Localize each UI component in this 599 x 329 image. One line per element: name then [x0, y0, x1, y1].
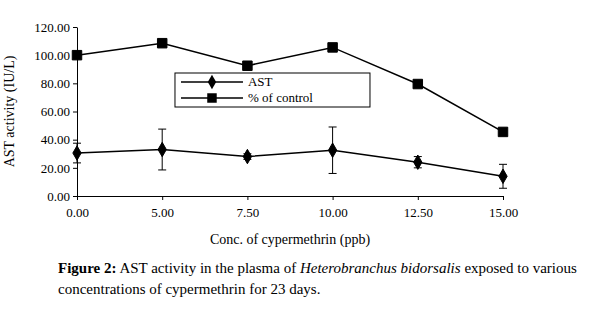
x-tick: 15.00 [489, 196, 518, 220]
x-tick: 5.00 [151, 196, 174, 220]
point [413, 79, 422, 88]
error-bar [329, 127, 337, 173]
x-tick-mark [503, 196, 504, 200]
series-line [77, 43, 503, 132]
y-tick-label: 60.00 [41, 104, 70, 119]
caption: Figure 2: AST activity in the plasma of … [58, 258, 593, 300]
x-tick-label: 12.50 [404, 205, 433, 220]
x-tick: 10.00 [318, 196, 347, 220]
legend: AST% of control [175, 73, 370, 107]
x-tick: 0.00 [66, 196, 89, 220]
y-tick: 40.00 [41, 132, 77, 147]
point [243, 61, 252, 70]
error-bar-cap [329, 126, 337, 127]
x-axis-line [78, 196, 504, 197]
point [499, 169, 507, 183]
x-tick-label: 5.00 [151, 205, 174, 220]
error-bar [499, 164, 507, 188]
error-bar-cap [158, 129, 166, 130]
error-bar-cap [499, 164, 507, 165]
legend-label: % of control [248, 90, 313, 105]
series-line [77, 150, 503, 177]
error-bar [73, 143, 81, 163]
x-tick-label: 7.50 [237, 205, 260, 220]
error-bar-cap [73, 143, 81, 144]
y-tick-label: 80.00 [41, 76, 70, 91]
caption-part: Figure 2: [58, 260, 116, 276]
y-tick-mark [73, 83, 77, 84]
point [328, 43, 337, 52]
x-tick-label: 0.00 [66, 205, 89, 220]
series [73, 127, 507, 188]
point [328, 143, 336, 157]
x-tick: 12.50 [404, 196, 433, 220]
y-tick-label: 20.00 [41, 160, 70, 175]
y-tick-label: 120.00 [34, 20, 70, 35]
x-tick-label: 10.00 [318, 205, 347, 220]
point [498, 127, 507, 136]
point [73, 146, 81, 160]
y-tick-mark [73, 112, 77, 113]
x-tick-mark [247, 196, 248, 200]
legend-marker [208, 75, 216, 89]
y-tick-mark [73, 27, 77, 28]
y-tick-mark [73, 196, 77, 197]
legend-marker [207, 93, 216, 102]
point [414, 155, 422, 169]
error-bar [158, 129, 166, 170]
plot-area [72, 38, 507, 188]
error-bar-cap [329, 173, 337, 174]
y-tick: 60.00 [41, 104, 77, 119]
point [243, 149, 251, 163]
y-axis-title: AST activity (IU/L) [2, 55, 18, 167]
caption-part: Heterobranchus bidorsalis [300, 260, 461, 276]
y-tick-label: 100.00 [34, 48, 70, 63]
point [157, 38, 166, 47]
x-tick: 7.50 [237, 196, 260, 220]
x-tick-mark [418, 196, 419, 200]
x-tick-label: 15.00 [489, 205, 518, 220]
y-tick: 120.00 [34, 20, 77, 35]
legend-label: AST [248, 74, 273, 89]
y-tick: 20.00 [41, 160, 77, 175]
y-tick: 0.00 [47, 189, 77, 204]
x-axis: 0.00 5.00 7.50 10.00 12.50 15.00 [66, 196, 518, 220]
legend-box [175, 73, 370, 107]
x-tick-mark [333, 196, 334, 200]
y-tick: 80.00 [41, 76, 77, 91]
point [158, 142, 166, 156]
error-bar-cap [73, 162, 81, 163]
error-bar-cap [158, 169, 166, 170]
y-axis: 0.00 20.00 40.00 60.00 80.00 100.00 120.00 [34, 20, 77, 204]
error-bar-cap [499, 188, 507, 189]
y-tick-label: 0.00 [47, 189, 70, 204]
y-tick-mark [73, 140, 77, 141]
point [72, 50, 81, 59]
y-tick: 100.00 [34, 48, 77, 63]
x-tick-mark [77, 196, 78, 200]
series [72, 38, 507, 136]
x-axis-title: Conc. of cypermethrin (ppb) [210, 232, 371, 248]
y-tick-label: 40.00 [41, 132, 70, 147]
legend-entry: % of control [181, 90, 313, 105]
caption-part: AST activity in the plasma of [116, 260, 299, 276]
y-tick-mark [73, 168, 77, 169]
legend-entry: AST [181, 74, 273, 89]
x-tick-mark [162, 196, 163, 200]
